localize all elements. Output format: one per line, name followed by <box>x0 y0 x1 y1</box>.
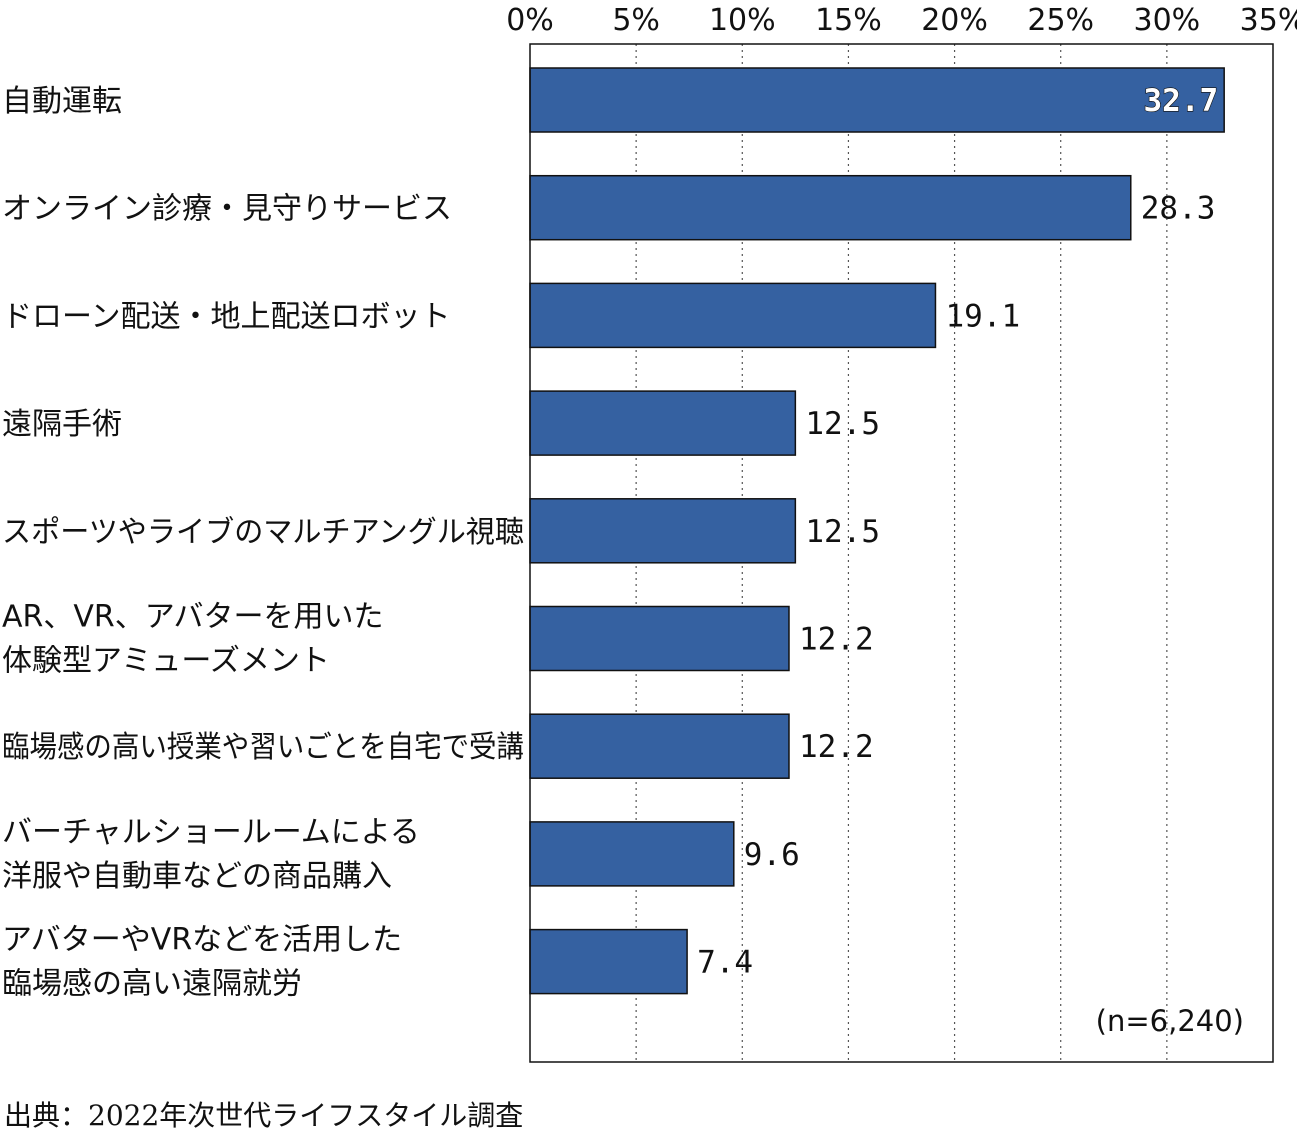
value-labels: 32.7 28.3 19.1 12.5 12.5 12.2 12.2 9.6 7.4 <box>697 82 1219 981</box>
x-axis-tick-labels: 0% 5% 10% 15% 20% 25% 30% 35% <box>506 3 1297 38</box>
category-label: ドローン配送・地上配送ロボット <box>2 299 451 334</box>
category-label: AR、VR、アバターを用いた <box>2 600 384 635</box>
category-label: 洋服や自動車などの商品購入 <box>2 859 392 894</box>
category-label: オンライン診療・見守りサービス <box>2 192 452 227</box>
x-tick-label: 35% <box>1240 3 1297 38</box>
x-tick-label: 0% <box>506 3 554 38</box>
bar <box>529 605 790 672</box>
x-tick-label: 5% <box>612 3 660 38</box>
bar <box>529 928 688 995</box>
value-label: 28.3 <box>1141 191 1216 227</box>
category-labels: 自動運転オンライン診療・見守りサービスドローン配送・地上配送ロボット遠隔手術スポ… <box>2 84 524 1002</box>
category-label: 臨場感の高い授業や習いごとを自宅で受講 <box>2 730 524 765</box>
category-label: 体験型アミューズメント <box>2 644 330 679</box>
bar <box>529 174 1132 241</box>
category-label: バーチャルショールームによる <box>2 815 420 850</box>
category-label: 遠隔手術 <box>2 407 122 442</box>
bar <box>529 821 735 887</box>
value-label: 12.5 <box>805 514 880 550</box>
x-tick-label: 30% <box>1134 3 1201 38</box>
value-label: 12.2 <box>799 729 874 765</box>
sample-size-note: (n=6,240) <box>1096 1004 1244 1038</box>
x-tick-label: 20% <box>921 3 988 38</box>
bar <box>529 282 937 349</box>
category-label: 臨場感の高い遠隔就労 <box>2 967 302 1002</box>
bar <box>529 713 790 779</box>
x-tick-label: 25% <box>1027 3 1094 38</box>
bars <box>529 67 1225 995</box>
plot-frame <box>529 43 1274 1063</box>
source-note: 出典：2022年次世代ライフスタイル調査 <box>4 1099 524 1132</box>
value-label: 12.2 <box>799 622 874 658</box>
value-label: 7.4 <box>697 945 753 981</box>
value-label: 19.1 <box>945 298 1020 334</box>
category-label: スポーツやライブのマルチアングル視聴 <box>2 515 524 550</box>
category-label: アバターやVRなどを活用した <box>2 923 402 958</box>
x-tick-label: 10% <box>709 3 776 38</box>
bar <box>529 390 797 456</box>
category-label: 自動運転 <box>2 84 122 119</box>
x-tick-label: 15% <box>815 3 882 38</box>
value-label: 32.7 <box>1144 83 1219 119</box>
value-label: 9.6 <box>744 837 800 873</box>
bar <box>529 67 1225 133</box>
bar <box>529 498 797 564</box>
value-label: 12.5 <box>805 406 880 442</box>
